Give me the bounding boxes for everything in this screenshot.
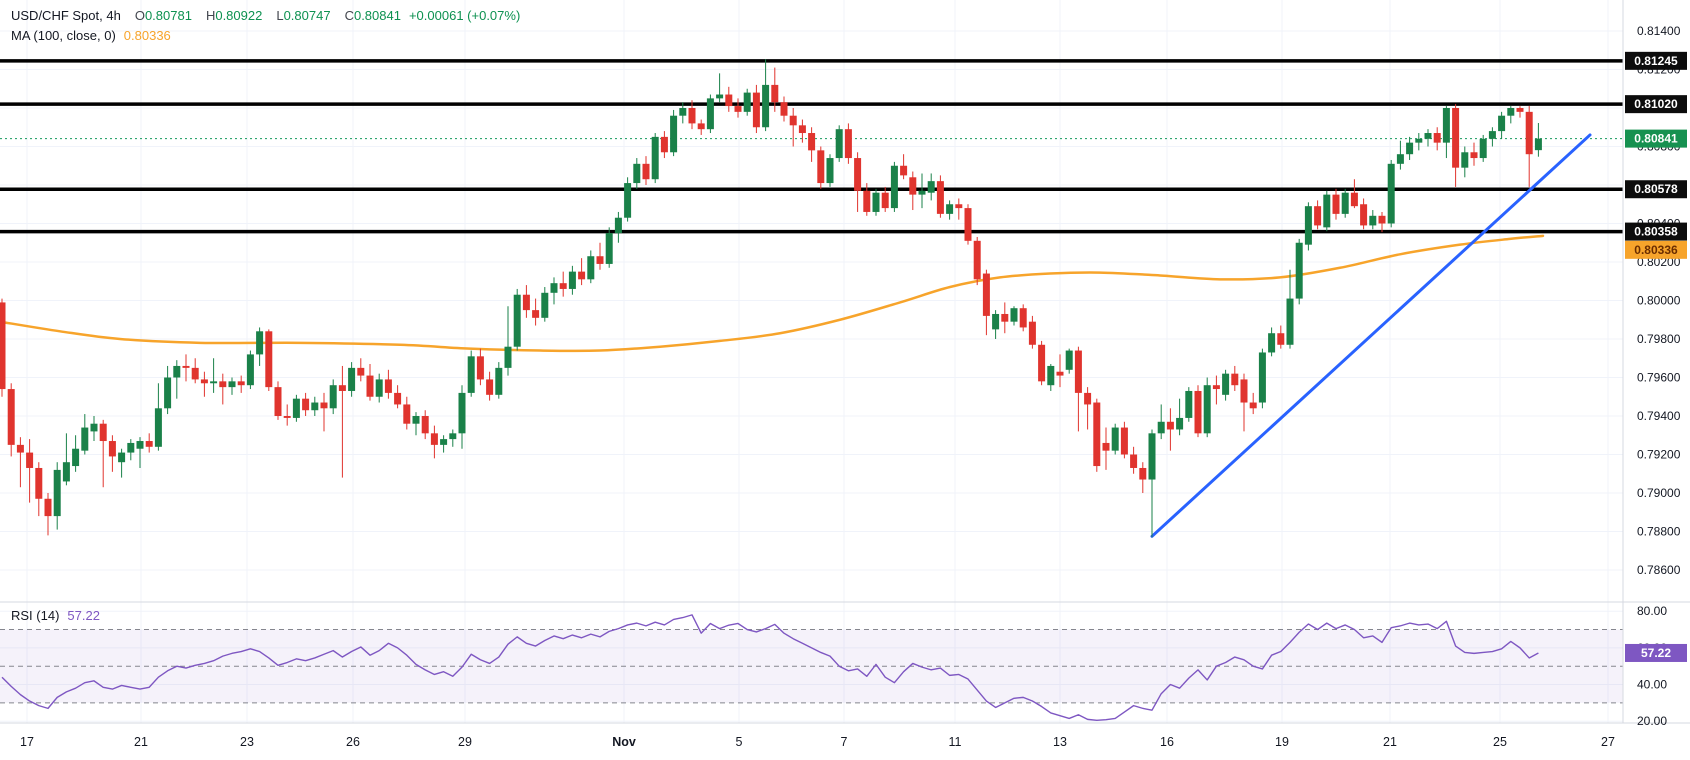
time-axis-label: Nov bbox=[612, 735, 636, 749]
time-axis-label: 19 bbox=[1275, 735, 1289, 749]
time-scale[interactable]: 17 21 23 26 29 Nov 5 7 11 13 16 19 21 25 27 bbox=[20, 735, 1615, 749]
price-axis-label: 0.79600 bbox=[1637, 371, 1681, 385]
price-badge bbox=[1625, 180, 1687, 199]
time-axis-label: 25 bbox=[1493, 735, 1507, 749]
trendline[interactable] bbox=[1150, 133, 1592, 538]
ma-value: 0.80336 bbox=[123, 28, 171, 43]
price-badges: 0.81245 0.81020 0.80841 0.80578 0.80358 0.803… bbox=[1625, 51, 1687, 662]
time-axis-label: 29 bbox=[458, 735, 472, 749]
price-change: +0.00061 (+0.07%) bbox=[408, 8, 521, 23]
ma-legend-row[interactable]: MA (100, close, 0) 0.80336 bbox=[11, 28, 171, 43]
rsi-line[interactable] bbox=[1, 614, 1539, 721]
symbol-legend-row[interactable]: USD/CHF Spot, 4h O0.80781 H0.80922 L0.80… bbox=[11, 8, 520, 23]
svg-text:0.80578: 0.80578 bbox=[1634, 182, 1678, 196]
rsi-value: 57.22 bbox=[67, 608, 100, 623]
time-axis-label: 26 bbox=[346, 735, 360, 749]
price-axis-label: 0.81400 bbox=[1637, 24, 1681, 38]
price-badge bbox=[1625, 222, 1687, 241]
rsi-axis-label: 80.00 bbox=[1637, 604, 1667, 618]
symbol-title: USD/CHF Spot, 4h bbox=[11, 8, 121, 23]
ma-label: MA (100, close, 0) bbox=[11, 28, 116, 43]
price-axis-label: 0.78600 bbox=[1637, 563, 1681, 577]
time-axis-label: 21 bbox=[134, 735, 148, 749]
price-badge bbox=[1625, 240, 1687, 259]
svg-text:57.22: 57.22 bbox=[1641, 646, 1671, 660]
time-axis-label: 27 bbox=[1601, 735, 1615, 749]
candles-layer[interactable] bbox=[0, 59, 1542, 538]
price-axis-label: 0.79200 bbox=[1637, 448, 1681, 462]
ma100-line[interactable] bbox=[0, 234, 1545, 353]
price-badge bbox=[1625, 95, 1687, 114]
ohlc-low: L0.80747 bbox=[276, 8, 331, 23]
time-axis-label: 21 bbox=[1383, 735, 1397, 749]
rsi-axis-label: 40.00 bbox=[1637, 678, 1667, 692]
price-axis-label: 0.79000 bbox=[1637, 486, 1681, 500]
price-axis-label: 0.79800 bbox=[1637, 332, 1681, 346]
price-badge bbox=[1625, 129, 1687, 148]
svg-text:0.80336: 0.80336 bbox=[1634, 243, 1678, 257]
rsi-legend-row[interactable]: RSI (14) 57.22 bbox=[11, 608, 100, 623]
time-axis-label: 17 bbox=[20, 735, 34, 749]
svg-text:0.80358: 0.80358 bbox=[1634, 225, 1678, 239]
price-badge bbox=[1625, 51, 1687, 70]
rsi-band bbox=[0, 629, 1623, 704]
pane-separators bbox=[0, 0, 1690, 724]
support-resistance-lines[interactable] bbox=[0, 59, 1623, 234]
ohlc-close: C0.80841 bbox=[344, 8, 401, 23]
ohlc-open: O0.80781 bbox=[134, 8, 192, 23]
time-axis-label: 11 bbox=[949, 735, 962, 749]
time-axis-label: 5 bbox=[736, 735, 743, 749]
price-axis-label: 0.78800 bbox=[1637, 525, 1681, 539]
time-axis-label: 7 bbox=[841, 735, 848, 749]
time-axis-label: 13 bbox=[1053, 735, 1067, 749]
price-axis-label: 0.79400 bbox=[1637, 409, 1681, 423]
price-axis-label: 0.80000 bbox=[1637, 294, 1681, 308]
grid-layer bbox=[0, 0, 1623, 723]
ohlc-high: H0.80922 bbox=[205, 8, 263, 23]
rsi-label: RSI (14) bbox=[11, 608, 60, 623]
rsi-axis-label: 20.00 bbox=[1637, 714, 1667, 728]
svg-text:0.81245: 0.81245 bbox=[1634, 54, 1678, 68]
svg-text:0.81020: 0.81020 bbox=[1634, 97, 1678, 111]
time-axis-label: 16 bbox=[1160, 735, 1174, 749]
time-axis-label: 23 bbox=[240, 735, 254, 749]
svg-text:0.80841: 0.80841 bbox=[1634, 132, 1678, 146]
price-badge bbox=[1625, 643, 1687, 662]
